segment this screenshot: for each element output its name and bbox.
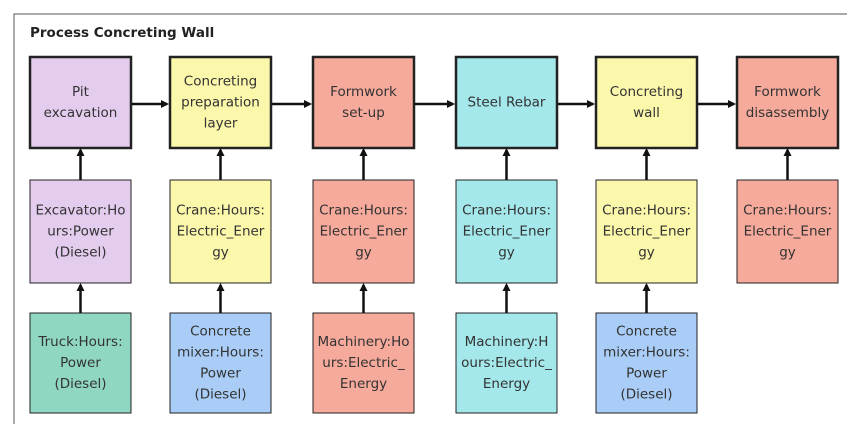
box-label: Crane:Hours: [743,203,832,219]
box-label: gy [355,245,372,261]
box-label: Crane:Hours: [319,203,408,219]
resource-box [169,179,272,284]
box-label: gy [212,245,229,261]
process-box [594,55,699,150]
box-label: urs:Power [47,224,114,240]
box-label: Electric_Ener [463,224,551,240]
box-label: Machinery:H [465,334,549,350]
box-label: gy [779,245,796,261]
resource-box [29,312,132,414]
box-label: Concreting [610,84,683,100]
box-label: mixer:Hours: [177,345,264,361]
box-label: Power [626,366,667,382]
box-label: Electric_Ener [177,224,265,240]
process-box [311,55,416,150]
resource-box [455,179,558,284]
box-label: gy [498,245,515,261]
resource-box [29,179,132,284]
resource-box [312,312,415,414]
resource-box [595,312,698,414]
box-label: Electric_Ener [320,224,408,240]
box-label: (Diesel) [194,387,246,403]
box-label: Crane:Hours: [462,203,551,219]
box-label: wall [633,105,660,121]
resource-box [169,312,272,414]
box-label: Concreting [184,74,257,90]
box-label: (Diesel) [54,376,106,392]
box-label: Power [200,366,241,382]
box-label: Machinery:Ho [317,334,409,350]
box-label: layer [204,116,238,132]
box-label: Crane:Hours: [602,203,691,219]
box-label: disassembly [746,105,829,121]
process-box [168,55,273,150]
box-label: preparation [181,95,260,111]
process-box [28,55,133,150]
box-label: Truck:Hours: [37,334,122,350]
box-label: excavation [44,105,118,121]
box-label: gy [638,245,655,261]
box-label: Concrete [616,324,677,340]
box-label: ours:Electric_ [461,355,552,371]
box-label: Energy [483,376,530,392]
box-label: Pit [72,84,89,100]
box-label: Formwork [754,84,821,100]
box-label: Excavator:Ho [35,203,125,219]
box-label: Concrete [190,324,251,340]
box-label: Power [60,355,101,371]
box-label: Electric_Ener [603,224,691,240]
resource-box [595,179,698,284]
box-label: mixer:Hours: [603,345,690,361]
box-label: Formwork [330,84,397,100]
box-label: Steel Rebar [468,95,546,111]
box-label: (Diesel) [620,387,672,403]
process-box [735,55,840,150]
box-label: Crane:Hours: [176,203,265,219]
title: Process Concreting Wall [30,25,214,41]
resource-box [455,312,558,414]
process-box [454,55,559,150]
box-label: (Diesel) [54,245,106,261]
box-label: set-up [342,105,385,121]
box-label: urs:Electric_ [322,355,405,371]
resource-box [736,179,839,284]
box-label: Energy [340,376,387,392]
resource-box [312,179,415,284]
frame [13,13,847,424]
box-label: Electric_Ener [744,224,832,240]
